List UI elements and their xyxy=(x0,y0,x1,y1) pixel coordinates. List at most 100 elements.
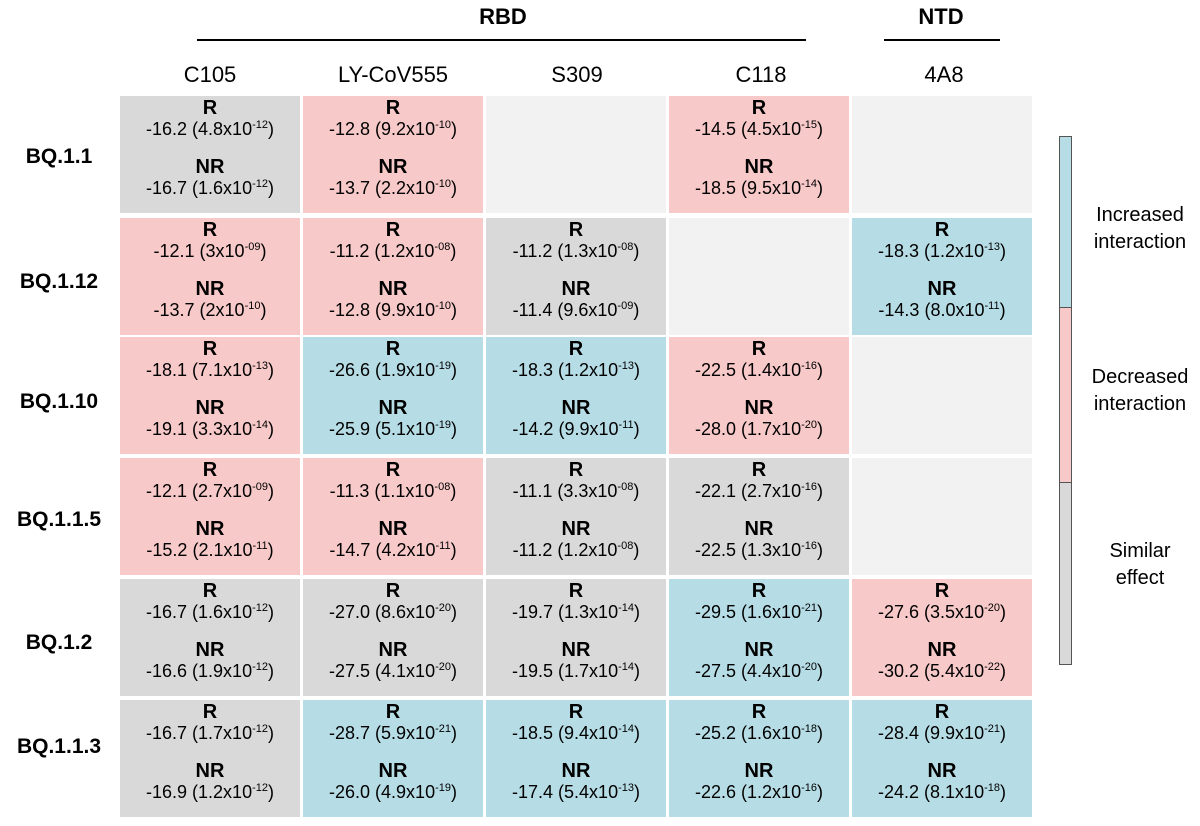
nr-value: -22.5 (1.3x10-16) xyxy=(695,540,823,560)
r-entry: R -11.2 (1.2x10-08) xyxy=(303,220,483,261)
r-kd-exponent: -21 xyxy=(801,602,817,614)
legend-label-decreased: Decreased interaction xyxy=(1080,364,1200,418)
nr-entry: NR -30.2 (5.4x10-22) xyxy=(852,640,1032,681)
nr-value: -16.6 (1.9x10-12) xyxy=(146,661,274,681)
nr-kd-base: 1.7x10 xyxy=(564,661,619,681)
row-label: BQ.1.1.3 xyxy=(16,735,102,758)
nr-value: -16.7 (1.6x10-12) xyxy=(146,178,274,198)
r-value: -12.8 (9.2x10-10) xyxy=(329,119,457,139)
nr-kd-base: 5.1x10 xyxy=(381,419,436,439)
nr-kd-exponent: -16 xyxy=(801,782,817,794)
grid-cell: R -27.0 (8.6x10-20) NR -27.5 (4.1x10-20) xyxy=(303,579,483,696)
r-kd-exponent: -15 xyxy=(801,119,817,131)
r-kd-base: 2.7x10 xyxy=(198,481,253,501)
nr-tag: NR xyxy=(378,397,408,419)
r-energy: -12.1 xyxy=(146,481,188,501)
r-value: -16.7 (1.6x10-12) xyxy=(146,602,274,622)
nr-tag: NR xyxy=(378,278,408,300)
r-kd-exponent: -18 xyxy=(801,723,817,735)
grid-cell: R -18.3 (1.2x10-13) NR -14.2 (9.9x10-11) xyxy=(486,337,666,454)
grid-cell: R -22.1 (2.7x10-16) NR -22.5 (1.3x10-16) xyxy=(669,458,849,575)
grid-cell: R -14.5 (4.5x10-15) NR -18.5 (9.5x10-14) xyxy=(669,96,849,213)
row-label: BQ.1.2 xyxy=(25,631,93,654)
r-entry: R -29.5 (1.6x10-21) xyxy=(669,581,849,622)
r-entry: R -11.3 (1.1x10-08) xyxy=(303,460,483,501)
r-tag: R xyxy=(751,580,767,602)
r-kd-base: 8.6x10 xyxy=(381,602,436,622)
nr-entry: NR -24.2 (8.1x10-18) xyxy=(852,761,1032,802)
r-kd-base: 1.6x10 xyxy=(747,602,802,622)
legend-increased-line2: interaction xyxy=(1093,231,1187,253)
r-kd-base: 3x10 xyxy=(205,241,245,261)
grid-cell: R -12.8 (9.2x10-10) NR -13.7 (2.2x10-10) xyxy=(303,96,483,213)
r-energy: -14.5 xyxy=(695,119,737,139)
row-label: BQ.1.1 xyxy=(25,145,93,168)
r-kd-exponent: -08 xyxy=(434,241,451,253)
grid-cell xyxy=(852,96,1032,213)
r-energy: -26.6 xyxy=(329,360,371,380)
nr-value: -12.8 (9.9x10-10) xyxy=(329,300,457,320)
r-kd-base: 1.6x10 xyxy=(198,602,253,622)
nr-energy: -13.7 xyxy=(153,300,195,320)
nr-value: -22.6 (1.2x10-16) xyxy=(695,782,823,802)
nr-kd-exponent: -14 xyxy=(252,419,268,431)
nr-value: -26.0 (4.9x10-19) xyxy=(329,782,457,802)
nr-value: -27.5 (4.1x10-20) xyxy=(329,661,457,681)
r-kd-base: 3.3x10 xyxy=(563,481,618,501)
r-energy: -12.8 xyxy=(329,119,371,139)
nr-tag: NR xyxy=(195,518,225,540)
row-label: BQ.1.10 xyxy=(19,390,99,413)
nr-entry: NR -19.5 (1.7x10-14) xyxy=(486,640,666,681)
column-header: S309 xyxy=(551,62,603,87)
r-kd-exponent: -09 xyxy=(244,241,261,253)
grid-cell: R -28.4 (9.9x10-21) NR -24.2 (8.1x10-18) xyxy=(852,700,1032,817)
legend-similar-line2: effect xyxy=(1115,567,1165,589)
r-kd-base: 5.9x10 xyxy=(381,723,436,743)
nr-kd-base: 4.1x10 xyxy=(381,661,436,681)
column-header: C118 xyxy=(735,62,787,87)
r-energy: -16.7 xyxy=(146,602,188,622)
nr-tag: NR xyxy=(927,639,957,661)
nr-kd-base: 9.6x10 xyxy=(563,300,618,320)
r-value: -16.7 (1.7x10-12) xyxy=(146,723,274,743)
nr-tag: NR xyxy=(744,397,774,419)
r-kd-base: 2.7x10 xyxy=(747,481,802,501)
r-energy: -22.5 xyxy=(695,360,737,380)
r-tag: R xyxy=(751,459,767,481)
grid-cell: R -18.1 (7.1x10-13) NR -19.1 (3.3x10-14) xyxy=(120,337,300,454)
nr-entry: NR -22.5 (1.3x10-16) xyxy=(669,519,849,560)
grid-cell: R -16.2 (4.8x10-12) NR -16.7 (1.6x10-12) xyxy=(120,96,300,213)
r-entry: R -12.1 (2.7x10-09) xyxy=(120,460,300,501)
nr-entry: NR -14.7 (4.2x10-11) xyxy=(303,519,483,560)
nr-tag: NR xyxy=(561,278,591,300)
grid-cell: R -12.1 (2.7x10-09) NR -15.2 (2.1x10-11) xyxy=(120,458,300,575)
r-tag: R xyxy=(751,338,767,360)
grid-cell xyxy=(486,96,666,213)
nr-energy: -15.2 xyxy=(146,540,188,560)
grid-cell: R -28.7 (5.9x10-21) NR -26.0 (4.9x10-19) xyxy=(303,700,483,817)
r-kd-exponent: -12 xyxy=(252,602,268,614)
r-entry: R -18.5 (9.4x10-14) xyxy=(486,702,666,743)
r-kd-exponent: -09 xyxy=(252,481,268,493)
nr-value: -17.4 (5.4x10-13) xyxy=(512,782,640,802)
nr-kd-exponent: -11 xyxy=(252,540,268,552)
nr-energy: -27.5 xyxy=(329,661,371,681)
nr-entry: NR -19.1 (3.3x10-14) xyxy=(120,398,300,439)
r-tag: R xyxy=(202,459,218,481)
r-entry: R -18.3 (1.2x10-13) xyxy=(486,339,666,380)
nr-tag: NR xyxy=(195,278,225,300)
nr-kd-base: 2.1x10 xyxy=(198,540,253,560)
nr-value: -18.5 (9.5x10-14) xyxy=(695,178,823,198)
r-value: -11.2 (1.2x10-08) xyxy=(329,241,457,261)
grid-cell: R -29.5 (1.6x10-21) NR -27.5 (4.4x10-20) xyxy=(669,579,849,696)
nr-kd-exponent: -12 xyxy=(252,782,268,794)
nr-energy: -19.1 xyxy=(146,419,188,439)
nr-tag: NR xyxy=(744,156,774,178)
nr-kd-exponent: -08 xyxy=(617,540,634,552)
nr-value: -27.5 (4.4x10-20) xyxy=(695,661,823,681)
nr-kd-base: 8.1x10 xyxy=(930,782,985,802)
nr-kd-base: 1.7x10 xyxy=(747,419,802,439)
r-entry: R -11.2 (1.3x10-08) xyxy=(486,220,666,261)
r-entry: R -16.7 (1.7x10-12) xyxy=(120,702,300,743)
r-entry: R -18.3 (1.2x10-13) xyxy=(852,220,1032,261)
